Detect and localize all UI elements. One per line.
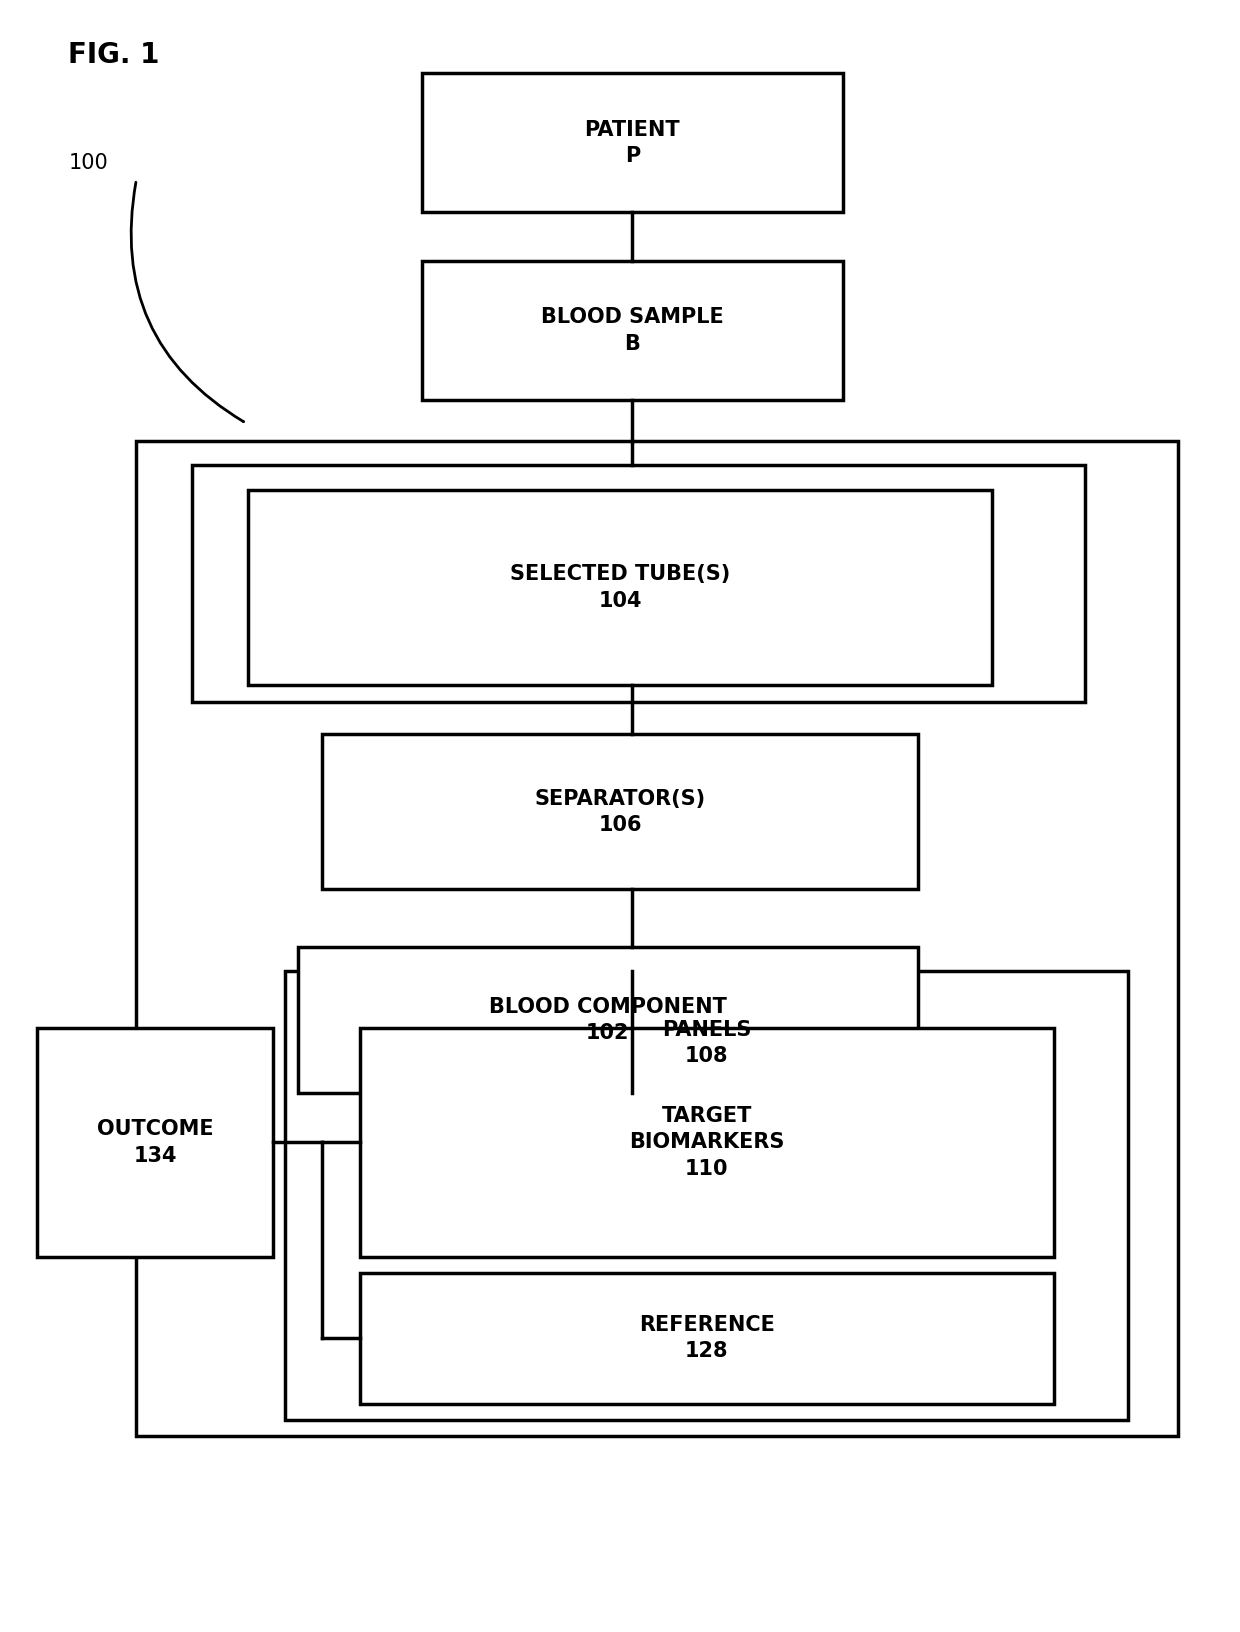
Bar [192, 465, 1085, 702]
Bar [360, 1028, 1054, 1257]
Text: SELECTED TUBE(S)
104: SELECTED TUBE(S) 104 [510, 565, 730, 610]
Text: PANELS
108: PANELS 108 [662, 1020, 751, 1066]
Bar [285, 971, 1128, 1420]
Text: TARGET
BIOMARKERS
110: TARGET BIOMARKERS 110 [629, 1106, 785, 1178]
Bar [322, 734, 918, 889]
Text: 100: 100 [68, 153, 108, 173]
Bar [37, 1028, 273, 1257]
Bar [136, 441, 1178, 1436]
Bar [248, 490, 992, 685]
Bar [360, 1273, 1054, 1404]
Text: PATIENT
P: PATIENT P [584, 119, 681, 166]
Text: FIG. 1: FIG. 1 [68, 41, 160, 69]
Text: OUTCOME
134: OUTCOME 134 [97, 1120, 213, 1165]
Bar [422, 73, 843, 212]
Bar [298, 947, 918, 1093]
Text: REFERENCE
128: REFERENCE 128 [639, 1315, 775, 1361]
Text: SEPARATOR(S)
106: SEPARATOR(S) 106 [534, 788, 706, 836]
Text: BLOOD SAMPLE
B: BLOOD SAMPLE B [541, 307, 724, 354]
Bar [422, 261, 843, 400]
Text: BLOOD COMPONENT
102: BLOOD COMPONENT 102 [489, 997, 727, 1043]
FancyArrowPatch shape [131, 183, 243, 421]
